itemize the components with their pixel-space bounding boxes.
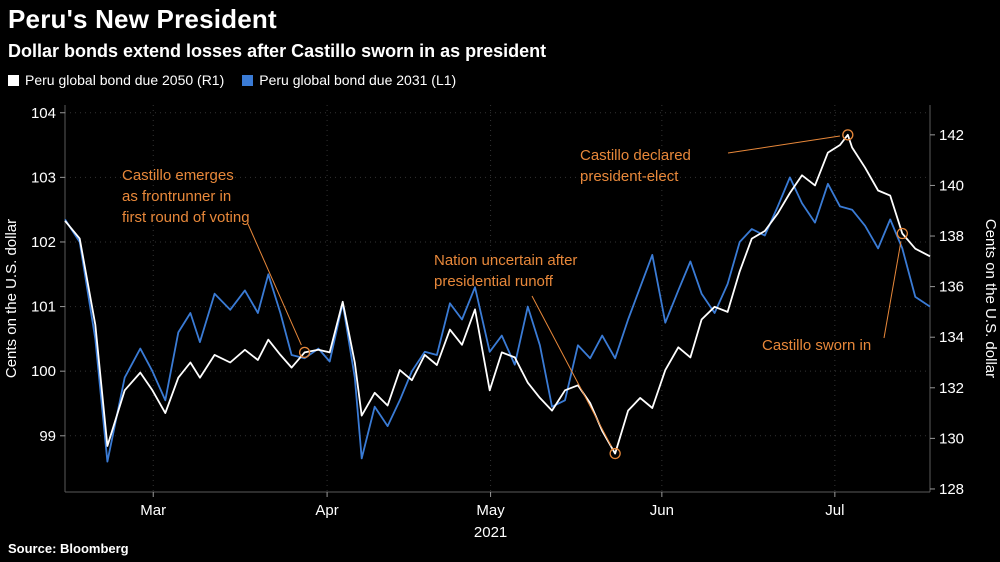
month-label: Jun (650, 502, 674, 519)
right-tick-label: 134 (939, 329, 964, 346)
annotation-leader-line (727, 135, 840, 154)
right-tick-label: 132 (939, 380, 964, 397)
left-tick-label: 101 (31, 299, 56, 316)
annotation-text: Castillo emerges as frontrunner in first r… (122, 167, 250, 226)
series-line-2050 (64, 133, 931, 455)
annotation-marker (842, 129, 854, 141)
left-tick-label: 102 (31, 234, 56, 251)
right-tick-label: 128 (939, 481, 964, 498)
month-label: Apr (315, 502, 338, 519)
legend-label-2050: Peru global bond due 2050 (R1) (25, 72, 225, 88)
left-tick-label: 99 (39, 428, 56, 445)
annotation-leader-line (247, 223, 302, 346)
right-tick-label: 138 (939, 228, 964, 245)
month-label: Mar (140, 502, 166, 519)
annotation-marker (896, 227, 908, 240)
left-tick-label: 103 (31, 169, 56, 186)
series-line-2031 (64, 176, 931, 463)
legend: Peru global bond due 2050 (R1) Peru glob… (8, 72, 1000, 88)
legend-item-bond-2031: Peru global bond due 2031 (L1) (242, 72, 456, 88)
source-label: Source: Bloomberg (8, 541, 129, 556)
legend-label-2031: Peru global bond due 2031 (L1) (259, 72, 457, 88)
annotation-text: Castillo sworn in (762, 337, 871, 354)
right-axis-title: Cents on the U.S. dollar (982, 219, 999, 378)
chart-header: Peru's New President Dollar bonds extend… (0, 0, 1000, 88)
legend-swatch-2031 (242, 74, 254, 86)
annotation-marker (609, 447, 621, 460)
page-subtitle: Dollar bonds extend losses after Castill… (8, 41, 547, 61)
legend-swatch-2050 (8, 74, 19, 86)
legend-item-bond-2050: Peru global bond due 2050 (R1) (8, 72, 224, 88)
annotation-leader-line (531, 295, 612, 447)
left-tick-label: 104 (31, 105, 56, 122)
annotation-marker (298, 346, 311, 359)
annotation-leader-line (883, 241, 902, 339)
left-tick-label: 100 (31, 363, 56, 380)
left-axis-title: Cents on the U.S. dollar (3, 219, 20, 378)
annotation-text: Castillo declared president-elect (580, 147, 691, 185)
right-tick-label: 136 (939, 279, 964, 296)
month-label: Jul (825, 502, 844, 519)
right-tick-label: 142 (939, 127, 964, 144)
year-label: 2021 (474, 524, 507, 541)
month-label: May (476, 502, 505, 519)
page-title: Peru's New President (8, 4, 277, 34)
right-tick-label: 130 (939, 430, 964, 447)
right-tick-label: 140 (939, 177, 964, 194)
annotation-text: Nation uncertain after presidential runof… (434, 252, 577, 290)
